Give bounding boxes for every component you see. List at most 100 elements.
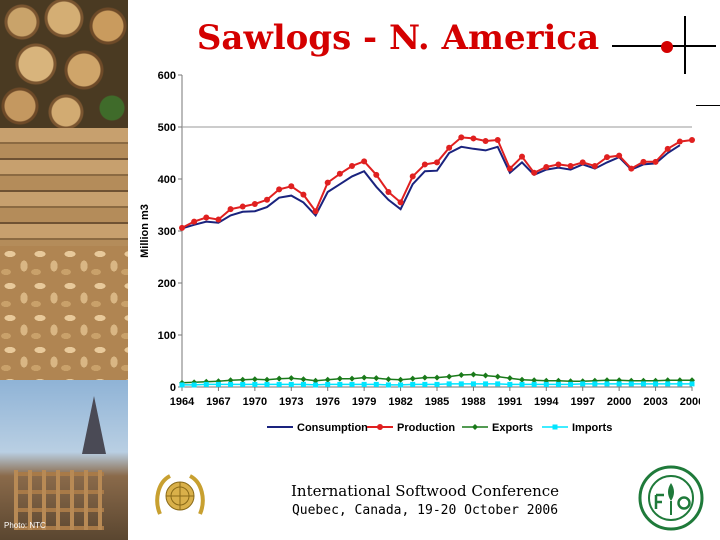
- x-tick-label: 1982: [388, 396, 412, 408]
- production-point: [519, 153, 525, 160]
- exports-point: [409, 375, 416, 382]
- timber-frame-shape: [14, 470, 104, 530]
- imports-point: [373, 381, 379, 387]
- production-point: [616, 152, 623, 159]
- exports-point: [421, 374, 428, 381]
- production-point: [446, 144, 453, 151]
- production-point: [664, 145, 671, 152]
- y-axis-label: Million m3: [139, 204, 151, 258]
- y-tick-label: 400: [158, 174, 176, 186]
- imports-point: [519, 381, 525, 387]
- x-tick-label: 1988: [461, 396, 485, 408]
- production-point: [373, 171, 380, 178]
- imports-point: [483, 381, 489, 387]
- exports-point: [446, 373, 453, 380]
- x-tick-label: 1997: [570, 396, 594, 408]
- legend-exports-label: Exports: [492, 422, 533, 434]
- production-point: [276, 186, 283, 193]
- production-point: [494, 137, 501, 143]
- imports-point: [458, 381, 464, 387]
- imports-point: [422, 381, 428, 387]
- x-tick-label: 1976: [315, 396, 339, 408]
- conference-location-date: Quebec, Canada, 19-20 October 2006: [291, 503, 559, 518]
- imports-point: [434, 381, 440, 387]
- imports-point: [653, 381, 659, 387]
- exports-point: [397, 376, 404, 383]
- imports-point: [228, 381, 234, 387]
- production-point: [579, 159, 586, 166]
- production-point: [361, 158, 368, 165]
- exports-point: [324, 376, 331, 383]
- imports-point: [543, 381, 549, 387]
- exports-point: [227, 377, 234, 384]
- x-tick-label: 1994: [534, 396, 559, 408]
- logs-photo: [0, 0, 128, 128]
- imports-point: [592, 381, 598, 387]
- production-point: [203, 214, 210, 221]
- legend-exports-marker: [472, 424, 478, 430]
- conference-name: International Softwood Conference: [290, 482, 560, 500]
- legend-consumption-label: Consumption: [297, 422, 368, 434]
- y-tick-label: 300: [158, 226, 176, 238]
- imports-point: [337, 381, 343, 387]
- imports-point: [568, 381, 574, 387]
- exports-point: [385, 376, 392, 383]
- imports-point: [470, 381, 476, 387]
- production-point: [482, 138, 489, 145]
- imports-point: [264, 381, 270, 387]
- imports-point: [446, 381, 452, 387]
- slide-title: Sawlogs - N. America: [196, 18, 600, 58]
- imports-point: [276, 381, 282, 387]
- y-tick-label: 100: [158, 330, 176, 342]
- exports-point: [239, 376, 246, 383]
- exports-point: [264, 376, 270, 383]
- legend-production-marker: [377, 424, 383, 430]
- imports-point: [628, 381, 634, 387]
- production-point: [531, 169, 538, 176]
- imports-point: [398, 382, 404, 388]
- exports-point: [336, 375, 343, 382]
- photo-collage: Photo: NTC: [0, 0, 128, 540]
- production-point: [434, 159, 440, 166]
- imports-point: [203, 381, 209, 387]
- imports-point: [531, 381, 537, 387]
- x-tick-label: 1967: [206, 396, 230, 408]
- x-tick-label: 1991: [498, 396, 522, 408]
- production-point: [288, 183, 295, 190]
- imports-point: [325, 381, 331, 387]
- production-point: [652, 158, 659, 165]
- eiffel-tower-shape: [82, 396, 106, 454]
- imports-point: [215, 381, 221, 387]
- production-point: [409, 173, 416, 180]
- imports-point: [349, 381, 355, 387]
- exports-point: [373, 375, 380, 382]
- production-point: [179, 224, 185, 231]
- sawlogs-line-chart: 0 100 200 300 400 500 600 1964 1967 1970 1973 1976 1…: [139, 70, 700, 434]
- imports-point: [410, 381, 416, 387]
- x-tick-label: 1979: [352, 396, 376, 408]
- side-rule: [696, 105, 720, 106]
- pellets-photo: [0, 246, 128, 380]
- production-point: [591, 163, 598, 169]
- production-point: [604, 154, 610, 161]
- x-tick-label: 1973: [279, 396, 303, 408]
- exports-point: [300, 376, 307, 383]
- production-point: [421, 161, 428, 168]
- production-point: [397, 199, 404, 206]
- production-point: [264, 196, 270, 203]
- production-point: [191, 218, 198, 225]
- production-point: [543, 164, 550, 171]
- production-point: [312, 208, 319, 215]
- imports-point: [179, 382, 185, 388]
- exports-point: [458, 372, 465, 379]
- exports-point: [312, 377, 319, 384]
- production-point: [567, 163, 574, 169]
- imports-point: [252, 381, 258, 387]
- production-point: [215, 216, 222, 223]
- production-series-line: [181, 136, 693, 229]
- lumber-photo: [0, 128, 128, 246]
- production-point: [324, 179, 331, 186]
- production-point: [251, 200, 258, 207]
- production-point: [227, 206, 234, 213]
- imports-point: [677, 381, 683, 387]
